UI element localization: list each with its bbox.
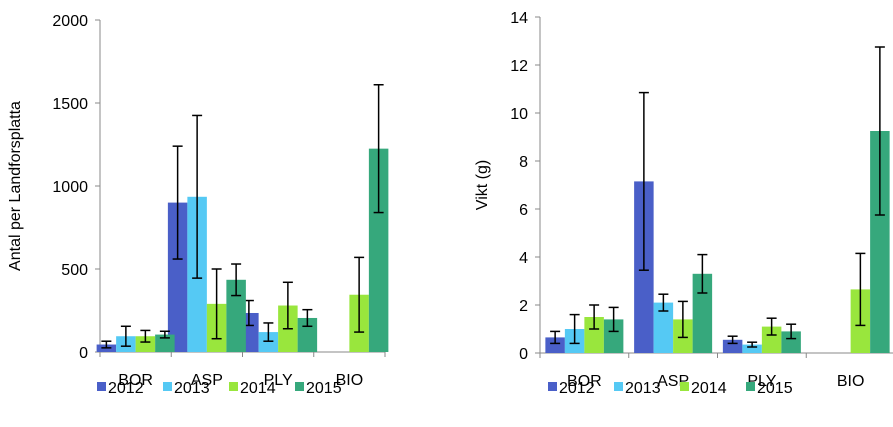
x-category-label: ASP bbox=[191, 372, 223, 389]
error-bar bbox=[550, 330, 561, 345]
legend-label: 2013 bbox=[174, 380, 210, 397]
error-bar bbox=[638, 91, 649, 271]
error-bar bbox=[172, 145, 183, 260]
legend-swatch bbox=[295, 382, 304, 391]
legend-swatch bbox=[163, 382, 172, 391]
x-category-label: BOR bbox=[567, 373, 602, 390]
legend: 2012 2013 2014 2015 bbox=[548, 380, 793, 397]
error-bar bbox=[302, 308, 313, 328]
legend: 2012 2013 2014 2015 bbox=[97, 380, 342, 397]
y-tick-label: 10 bbox=[510, 106, 528, 123]
error-bar bbox=[697, 253, 708, 294]
y-axis-title: Vikt (g) bbox=[474, 160, 491, 210]
error-bar bbox=[120, 325, 131, 347]
legend-label: 2014 bbox=[691, 380, 727, 397]
legend-swatch bbox=[680, 382, 689, 391]
error-bar bbox=[101, 340, 112, 349]
bar-2015-asp bbox=[226, 279, 246, 352]
legend-label: 2012 bbox=[108, 380, 144, 397]
error-bar bbox=[786, 323, 797, 340]
bar-2014-bor bbox=[584, 317, 604, 353]
legend-label: 2015 bbox=[757, 380, 793, 397]
error-bar bbox=[373, 83, 384, 214]
bar-2013-ply bbox=[742, 344, 762, 353]
bar-2013-ply bbox=[258, 332, 279, 352]
bar-2013-asp bbox=[653, 302, 674, 353]
bar-2015-ply bbox=[781, 331, 801, 353]
error-bar bbox=[589, 304, 600, 330]
bar-2012-asp bbox=[167, 202, 188, 352]
legend-swatch bbox=[614, 382, 623, 391]
bar-2015-bio bbox=[368, 148, 389, 352]
legend-swatch bbox=[97, 382, 106, 391]
y-tick-label: 1000 bbox=[52, 179, 88, 196]
bar-2014-bor bbox=[135, 336, 156, 352]
y-tick-label: 8 bbox=[519, 154, 528, 171]
y-tick-label: 14 bbox=[510, 10, 528, 27]
legend-swatch bbox=[548, 382, 557, 391]
error-bar bbox=[159, 330, 170, 339]
legend-label: 2014 bbox=[240, 380, 276, 397]
y-tick-label: 0 bbox=[79, 345, 88, 362]
y-tick-label: 12 bbox=[510, 58, 528, 75]
error-bar bbox=[874, 46, 885, 216]
y-tick-label: 2000 bbox=[52, 13, 88, 30]
legend-swatch bbox=[229, 382, 238, 391]
error-bar bbox=[569, 313, 580, 345]
error-bar bbox=[354, 256, 365, 333]
y-tick-label: 500 bbox=[61, 262, 88, 279]
legend-label: 2015 bbox=[306, 380, 342, 397]
y-tick-label: 2 bbox=[519, 298, 528, 315]
bar-2012-bor bbox=[545, 337, 565, 353]
error-bar bbox=[140, 329, 151, 343]
error-bar bbox=[658, 293, 669, 312]
legend-label: 2012 bbox=[559, 380, 595, 397]
y-tick-label: 4 bbox=[519, 250, 528, 267]
error-bar bbox=[263, 322, 274, 342]
y-tick-label: 0 bbox=[519, 346, 528, 363]
error-bar bbox=[231, 263, 242, 297]
x-category-label: BIO bbox=[837, 373, 865, 390]
error-bar bbox=[211, 268, 222, 340]
x-category-label: PLY bbox=[264, 372, 293, 389]
error-bar bbox=[747, 341, 758, 348]
error-bar bbox=[727, 335, 738, 345]
error-bar bbox=[608, 306, 619, 333]
bar-2014-ply bbox=[761, 326, 782, 353]
bar-2015-bio bbox=[870, 131, 890, 353]
y-axis-title: Antal per Landforsplatta bbox=[7, 101, 24, 271]
legend-swatch bbox=[746, 382, 755, 391]
bar-2015-bor bbox=[155, 334, 175, 352]
bar-2015-bor bbox=[603, 319, 624, 353]
error-bar bbox=[855, 252, 866, 327]
y-tick-label: 1500 bbox=[52, 96, 88, 113]
error-bar bbox=[677, 300, 688, 339]
y-tick-label: 6 bbox=[519, 202, 528, 219]
error-bar bbox=[766, 317, 777, 336]
x-category-label: BIO bbox=[336, 372, 364, 389]
x-category-label: BOR bbox=[118, 372, 153, 389]
chart-1: 0 500 1000 1500 2000 BOR ASP PLY BIO Antal per La… bbox=[7, 13, 389, 397]
legend-label: 2013 bbox=[625, 380, 661, 397]
error-bar bbox=[282, 281, 293, 330]
error-bar bbox=[192, 114, 203, 279]
